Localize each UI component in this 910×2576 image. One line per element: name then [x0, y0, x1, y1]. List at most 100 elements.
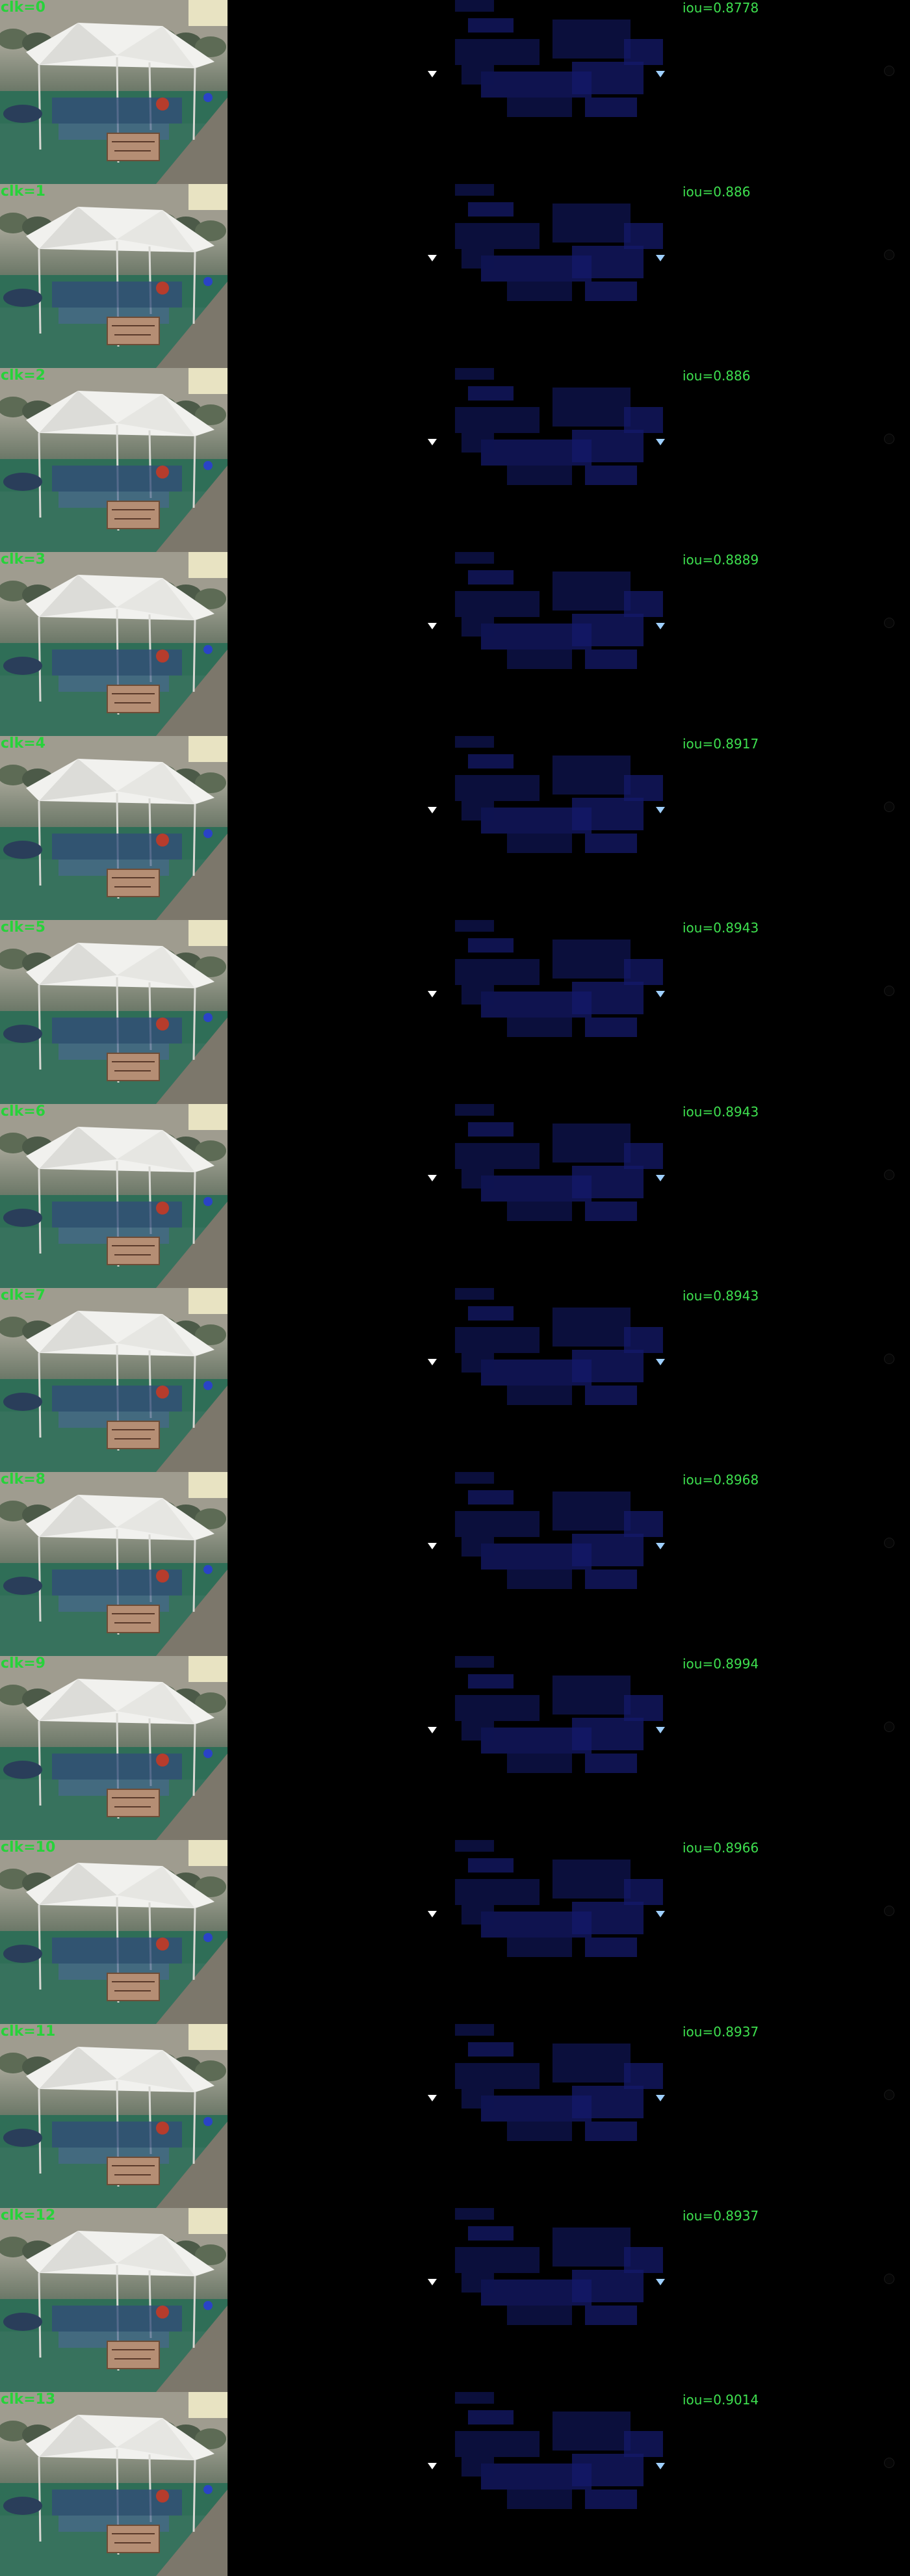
white-arrowhead-icon [428, 1724, 437, 1733]
click-count-label: clk=1 [1, 184, 46, 200]
mask-overlay [455, 920, 663, 1037]
input-image [0, 1104, 228, 1288]
predicted-mask [455, 2024, 682, 2208]
predicted-mask [455, 368, 682, 552]
input-image [0, 2024, 228, 2208]
iou-score-label: iou=0.8937 [682, 2024, 759, 2040]
predicted-mask [455, 552, 682, 736]
input-image [0, 736, 228, 920]
blue-arrowhead-icon [656, 620, 665, 629]
iou-score-label: iou=0.8943 [682, 1104, 759, 1120]
tent-photo [0, 1840, 228, 2024]
white-arrowhead-icon [428, 2276, 437, 2285]
white-arrowhead-icon [428, 988, 437, 997]
mask-overlay [455, 0, 663, 117]
mask-overlay [455, 368, 663, 485]
iou-score-label: iou=0.8943 [682, 1288, 759, 1304]
tent-photo [0, 1104, 228, 1288]
blue-arrowhead-icon [656, 1540, 665, 1549]
blue-arrowhead-icon [656, 252, 665, 261]
result-row: clk=0 iou=0.8778 [0, 0, 910, 184]
predicted-mask [455, 1840, 682, 2024]
predicted-mask [455, 736, 682, 920]
tent-photo [0, 1288, 228, 1472]
result-row: clk=1 iou=0.886 [0, 184, 910, 368]
predicted-mask [455, 2208, 682, 2392]
iou-score-label: iou=0.8994 [682, 1656, 759, 1672]
white-arrowhead-icon [428, 804, 437, 813]
predicted-mask [455, 0, 682, 184]
result-row: clk=7 iou=0.8943 [0, 1288, 910, 1472]
mask-overlay [455, 1472, 663, 1589]
iou-score-label: iou=0.886 [682, 368, 751, 384]
click-count-label: clk=13 [1, 2392, 56, 2408]
click-count-label: clk=11 [1, 2024, 56, 2040]
blue-arrowhead-icon [656, 1356, 665, 1365]
iou-score-label: iou=0.8889 [682, 552, 759, 568]
blue-arrowhead-icon [656, 2460, 665, 2469]
input-image [0, 184, 228, 368]
predicted-mask [455, 920, 682, 1104]
input-image [0, 1288, 228, 1472]
click-count-label: clk=12 [1, 2208, 56, 2224]
iou-score-label: iou=0.8968 [682, 1472, 759, 1488]
white-arrowhead-icon [428, 436, 437, 445]
input-image [0, 1472, 228, 1656]
click-count-label: clk=7 [1, 1288, 46, 1304]
result-row: clk=12 iou=0.8937 [0, 2208, 910, 2392]
iou-score-label: iou=0.886 [682, 184, 751, 200]
circle-icon [884, 618, 894, 628]
tent-photo [0, 368, 228, 552]
white-arrowhead-icon [428, 1540, 437, 1549]
result-row: clk=13 iou=0.9014 [0, 2392, 910, 2576]
result-row: clk=3 iou=0.8889 [0, 552, 910, 736]
blue-arrowhead-icon [656, 68, 665, 77]
tent-photo [0, 736, 228, 920]
blue-arrowhead-icon [656, 804, 665, 813]
mask-overlay [455, 2208, 663, 2325]
mask-overlay [455, 2024, 663, 2141]
click-count-label: clk=2 [1, 368, 46, 384]
white-arrowhead-icon [428, 252, 437, 261]
tent-photo [0, 2392, 228, 2576]
white-arrowhead-icon [428, 620, 437, 629]
circle-icon [884, 250, 894, 260]
mask-overlay [455, 1288, 663, 1405]
blue-arrowhead-icon [656, 988, 665, 997]
input-image [0, 1840, 228, 2024]
white-arrowhead-icon [428, 1356, 437, 1365]
circle-icon [884, 2274, 894, 2284]
tent-photo [0, 1656, 228, 1840]
iou-score-label: iou=0.9014 [682, 2392, 759, 2408]
predicted-mask [455, 1288, 682, 1472]
click-count-label: clk=3 [1, 552, 46, 568]
predicted-mask [455, 2392, 682, 2576]
iou-score-label: iou=0.8917 [682, 736, 759, 752]
result-row: clk=10 iou=0.8966 [0, 1840, 910, 2024]
iou-score-label: iou=0.8778 [682, 0, 759, 16]
input-image [0, 1656, 228, 1840]
white-arrowhead-icon [428, 2092, 437, 2101]
blue-arrowhead-icon [656, 1172, 665, 1181]
predicted-mask [455, 1104, 682, 1288]
tent-photo [0, 2208, 228, 2392]
tent-photo [0, 920, 228, 1104]
circle-icon [884, 986, 894, 996]
tent-photo [0, 1472, 228, 1656]
blue-arrowhead-icon [656, 1908, 665, 1917]
mask-overlay [455, 2392, 663, 2509]
tent-photo [0, 184, 228, 368]
circle-icon [884, 434, 894, 444]
click-count-label: clk=10 [1, 1840, 56, 1856]
predicted-mask [455, 184, 682, 368]
circle-icon [884, 2090, 894, 2100]
white-arrowhead-icon [428, 1172, 437, 1181]
circle-icon [884, 66, 894, 76]
mask-overlay [455, 1840, 663, 1957]
click-count-label: clk=9 [1, 1656, 46, 1672]
mask-overlay [455, 1656, 663, 1773]
result-row: clk=8 iou=0.8968 [0, 1472, 910, 1656]
click-count-label: clk=5 [1, 920, 46, 936]
click-count-label: clk=6 [1, 1104, 46, 1120]
click-count-label: clk=0 [1, 0, 46, 16]
